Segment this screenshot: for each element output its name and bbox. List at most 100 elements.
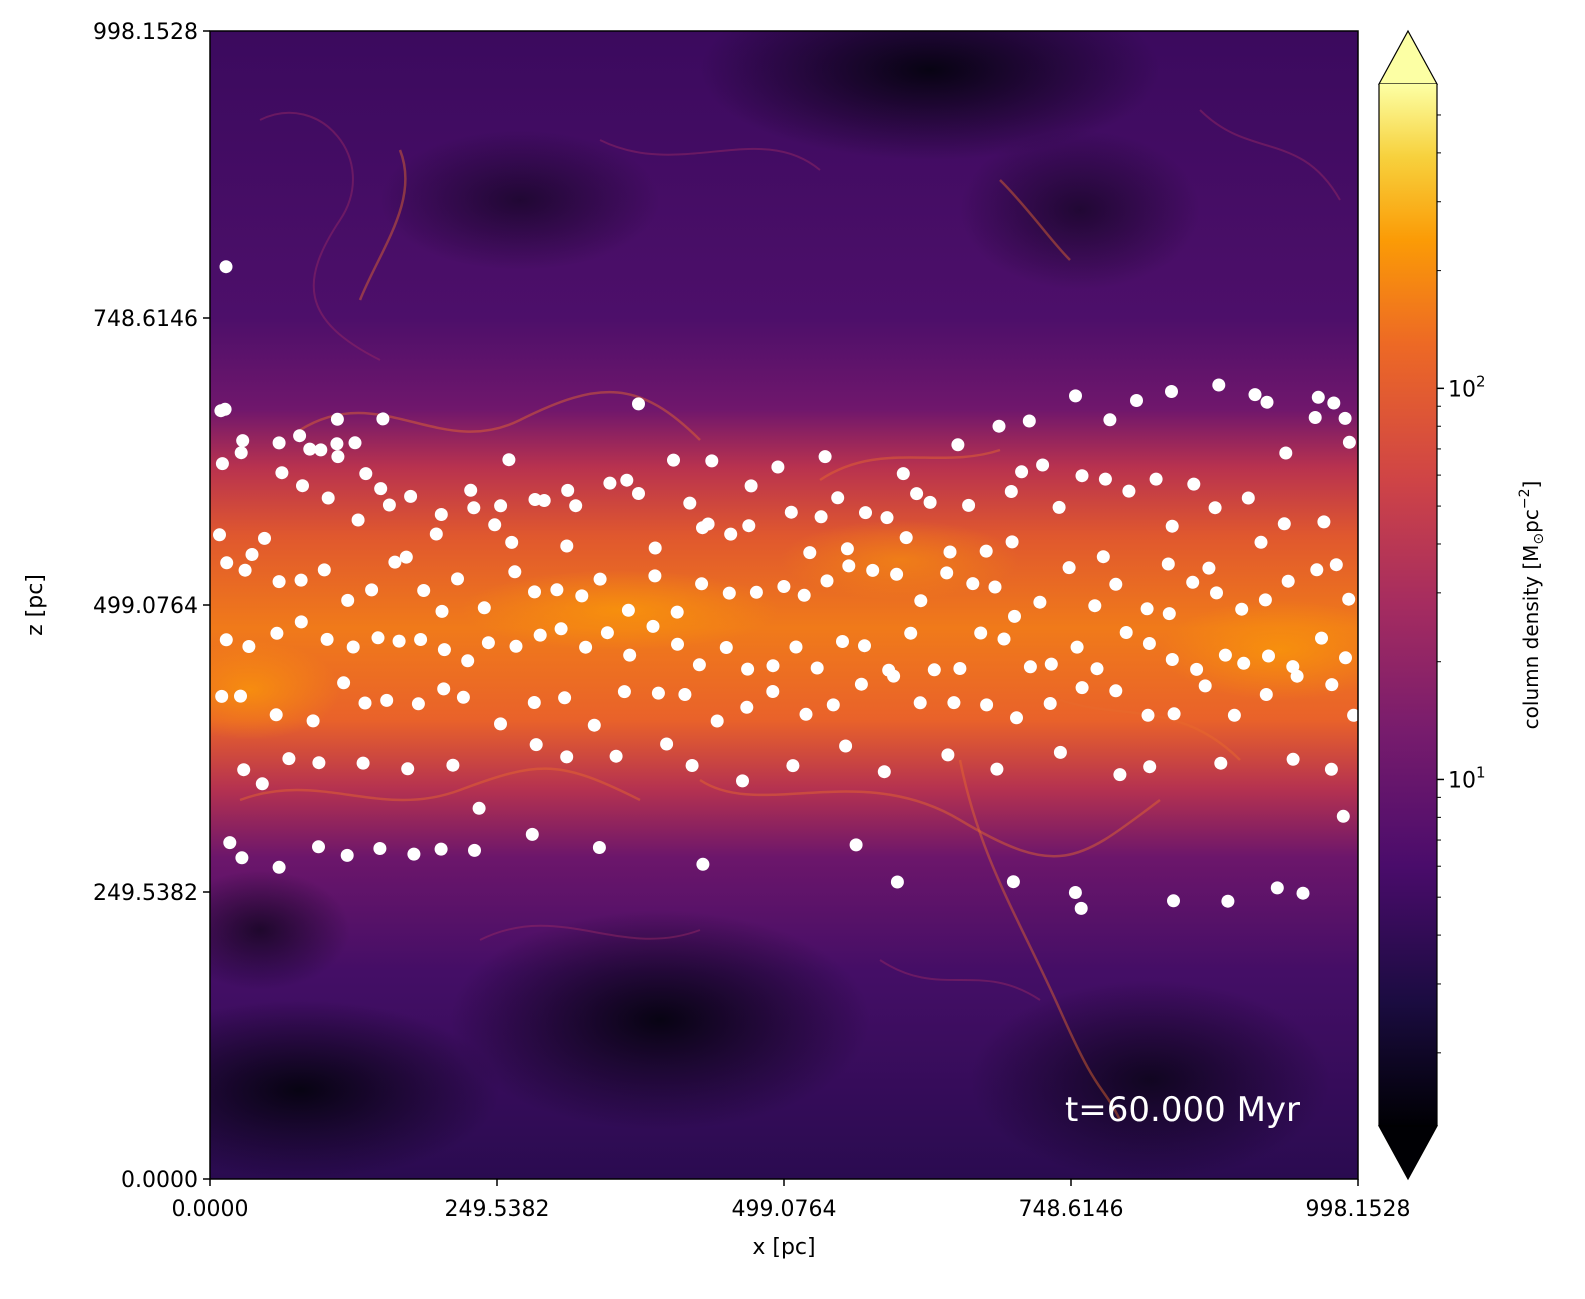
- star-particle: [988, 580, 1002, 594]
- star-particle: [842, 559, 856, 573]
- star-particle: [623, 648, 637, 662]
- star-particle: [561, 483, 575, 497]
- colorbar-tick-label: 101: [1448, 764, 1486, 794]
- star-particle: [382, 498, 396, 512]
- star-particle: [1043, 697, 1057, 710]
- star-particle: [836, 635, 849, 648]
- star-particle: [880, 511, 894, 525]
- star-particle: [1286, 752, 1300, 766]
- star-particle: [1202, 561, 1216, 575]
- star-particle: [1140, 602, 1154, 616]
- star-particle: [575, 589, 589, 603]
- star-particle: [1167, 707, 1181, 721]
- star-particle: [941, 748, 955, 762]
- star-particle: [270, 626, 284, 640]
- star-particles: [213, 260, 1358, 915]
- star-particle: [839, 739, 853, 753]
- x-tick-label: 998.1528: [1306, 1197, 1411, 1222]
- star-particle: [877, 765, 891, 779]
- star-particle: [467, 501, 481, 515]
- star-particle: [1241, 491, 1255, 505]
- star-particle: [1270, 881, 1284, 895]
- star-particle: [505, 535, 519, 549]
- star-particle: [330, 412, 344, 426]
- y-axis: 0.0000 249.5382 499.0764 748.6146 998.15…: [23, 20, 210, 1193]
- star-particle: [696, 857, 710, 871]
- star-particle: [1074, 901, 1088, 915]
- colorbar-extend-min: [1377, 1125, 1439, 1181]
- star-particle: [1130, 394, 1143, 407]
- star-particle: [220, 556, 234, 570]
- star-particle: [399, 550, 413, 564]
- star-particle: [1311, 390, 1325, 404]
- star-particle: [330, 437, 344, 451]
- star-particle: [533, 628, 547, 642]
- star-particle: [1279, 446, 1293, 460]
- star-particle: [1342, 592, 1356, 606]
- star-particle: [417, 584, 431, 597]
- star-particle: [218, 402, 232, 416]
- star-particle: [966, 577, 980, 591]
- star-particle: [435, 604, 449, 618]
- star-particle: [1310, 563, 1324, 577]
- star-particle: [910, 487, 924, 501]
- star-particle: [451, 572, 464, 586]
- star-particle: [1342, 435, 1356, 449]
- star-particle: [789, 640, 803, 654]
- y-tick-label: 249.5382: [93, 881, 198, 906]
- star-particle: [1214, 756, 1228, 770]
- star-particle: [744, 479, 758, 493]
- star-particle: [282, 752, 296, 766]
- star-particle: [1010, 711, 1023, 725]
- star-particle: [272, 436, 286, 450]
- star-particle: [223, 836, 237, 850]
- star-particle: [979, 544, 993, 558]
- star-particle: [992, 419, 1006, 433]
- star-particle: [1109, 577, 1123, 591]
- star-particle: [1008, 609, 1021, 623]
- star-particle: [215, 689, 229, 703]
- y-tick-label: 0.0000: [121, 1168, 198, 1193]
- star-particle: [341, 593, 355, 607]
- star-particle: [1143, 760, 1157, 774]
- y-tick-label: 748.6146: [93, 307, 198, 332]
- star-particle: [1281, 574, 1295, 588]
- star-particle: [235, 851, 249, 865]
- star-particle: [803, 546, 817, 560]
- y-axis-label: z [pc]: [23, 574, 48, 636]
- star-particle: [797, 588, 811, 602]
- star-particle: [320, 632, 334, 646]
- star-particle: [527, 696, 541, 709]
- star-particle: [1259, 688, 1273, 701]
- star-particle: [1088, 599, 1102, 613]
- star-particle: [550, 583, 564, 597]
- star-particle: [1208, 501, 1222, 515]
- star-particle: [1075, 681, 1089, 695]
- star-particle: [1096, 550, 1110, 564]
- star-particle: [1186, 575, 1200, 589]
- star-particle: [1262, 649, 1275, 663]
- star-particle: [365, 583, 379, 597]
- star-particle: [461, 654, 475, 668]
- star-particle: [554, 622, 568, 636]
- star-particle: [701, 517, 715, 531]
- star-particle: [646, 619, 660, 633]
- star-particle: [1221, 894, 1235, 908]
- star-particle: [376, 412, 390, 426]
- star-particle: [951, 438, 965, 452]
- x-axis-label: x [pc]: [752, 1235, 815, 1260]
- star-particle: [1324, 762, 1338, 776]
- star-particle: [1167, 894, 1180, 908]
- star-particle: [962, 498, 976, 512]
- star-particle: [331, 450, 345, 464]
- star-particle: [685, 759, 699, 772]
- star-particle: [1015, 465, 1029, 479]
- star-particle: [678, 688, 692, 701]
- star-particle: [294, 615, 308, 629]
- star-particle: [1053, 745, 1067, 759]
- star-particle: [784, 505, 798, 519]
- star-particle: [1296, 886, 1310, 900]
- star-particle: [494, 499, 508, 513]
- star-particle: [1190, 662, 1204, 676]
